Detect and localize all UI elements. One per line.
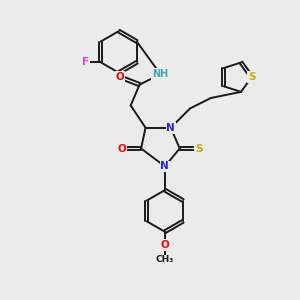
Text: O: O: [116, 72, 125, 82]
Text: NH: NH: [152, 69, 169, 79]
Text: CH₃: CH₃: [156, 256, 174, 265]
Text: F: F: [82, 57, 89, 67]
Text: O: O: [160, 240, 169, 250]
Text: O: O: [117, 143, 126, 154]
Text: S: S: [195, 143, 203, 154]
Text: N: N: [160, 161, 169, 171]
Text: N: N: [167, 123, 175, 133]
Text: S: S: [248, 72, 255, 82]
